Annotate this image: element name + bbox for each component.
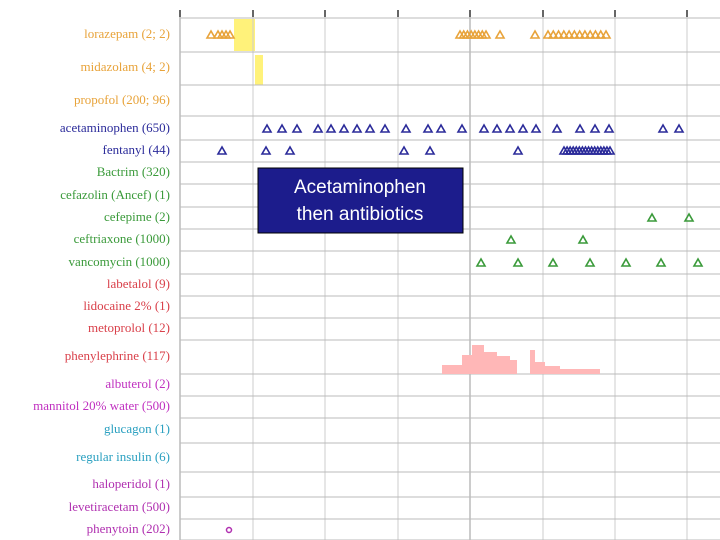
dose-marker	[655, 257, 667, 267]
dose-marker	[584, 257, 596, 267]
rows: lorazepam (2; 2) midazolam (4; 2) propofol…	[33, 26, 170, 536]
dose-marker	[692, 257, 704, 267]
dose-marker	[480, 29, 492, 39]
dose-marker	[491, 123, 503, 133]
dose-marker	[558, 29, 570, 39]
dose-marker	[435, 123, 447, 133]
callout-line: Acetaminophen	[294, 177, 426, 198]
dose-marker	[553, 29, 564, 39]
dose-marker	[574, 29, 586, 39]
dose-marker	[216, 145, 228, 155]
dose-marker	[563, 29, 575, 39]
dose-marker	[312, 123, 324, 133]
dose-marker	[590, 29, 601, 39]
dose-marker	[579, 29, 591, 39]
dose-marker	[517, 123, 529, 133]
dose-marker	[260, 145, 272, 155]
phenylephrine-area	[530, 350, 600, 374]
row-label: fentanyl (44)	[102, 142, 170, 157]
dose-marker	[589, 123, 601, 133]
dose-marker	[379, 123, 391, 133]
row-label: midazolam (4; 2)	[80, 59, 170, 74]
dose-marker	[603, 123, 615, 133]
row-label: cefepime (2)	[104, 209, 170, 224]
dose-marker	[224, 29, 236, 39]
highlight	[234, 19, 255, 51]
dose-marker	[512, 145, 524, 155]
dose-marker	[584, 29, 596, 39]
callout: Acetaminophen then antibiotics	[257, 167, 464, 234]
dose-marker	[504, 123, 516, 133]
dose-marker	[577, 234, 589, 244]
row-label: metoprolol (12)	[88, 320, 170, 335]
dose-marker	[424, 145, 436, 155]
dose-marker	[547, 29, 559, 39]
dose-marker	[646, 212, 658, 222]
row-label: propofol (200; 96)	[74, 92, 170, 107]
dose-marker	[205, 29, 217, 39]
row-label: phenylephrine (117)	[65, 348, 170, 363]
dose-marker	[478, 123, 490, 133]
dose-marker	[325, 123, 337, 133]
dose-marker	[351, 123, 363, 133]
row-label: glucagon (1)	[104, 421, 170, 436]
row-label: ceftriaxone (1000)	[74, 231, 170, 246]
dose-marker	[595, 29, 607, 39]
dose-marker	[284, 145, 296, 155]
phenylephrine-area	[442, 345, 517, 374]
dose-marker	[338, 123, 350, 133]
row-label: lorazepam (2; 2)	[84, 26, 170, 41]
dose-marker	[673, 123, 685, 133]
callout-line: then antibiotics	[297, 204, 424, 225]
row-label: lidocaine 2% (1)	[83, 298, 170, 313]
dose-marker	[475, 257, 487, 267]
dose-marker	[657, 123, 669, 133]
dose-marker	[551, 123, 563, 133]
dose-marker	[683, 212, 695, 222]
dose-marker	[494, 29, 506, 39]
row-label: phenytoin (202)	[87, 521, 170, 536]
row-label: levetiracetam (500)	[69, 499, 170, 514]
dose-marker	[225, 526, 233, 534]
row-label: labetalol (9)	[107, 276, 170, 291]
dose-marker	[398, 145, 410, 155]
row-label: acetaminophen (650)	[60, 120, 170, 135]
dose-marker	[530, 123, 542, 133]
dose-marker	[620, 257, 632, 267]
dose-marker	[568, 29, 580, 39]
dose-marker	[547, 257, 559, 267]
dose-marker	[261, 123, 273, 133]
dose-marker	[542, 29, 554, 39]
highlight	[255, 55, 263, 85]
dose-marker	[400, 123, 412, 133]
dose-marker	[422, 123, 434, 133]
dose-marker	[574, 123, 586, 133]
marks	[205, 29, 704, 534]
row-label: mannitol 20% water (500)	[33, 398, 170, 413]
dose-marker	[604, 145, 616, 155]
row-label: regular insulin (6)	[76, 449, 170, 464]
row-label: haloperidol (1)	[92, 476, 170, 491]
row-label: Bactrim (320)	[97, 164, 170, 179]
row-label: vancomycin (1000)	[69, 254, 170, 269]
grid	[179, 10, 720, 540]
row-label: cefazolin (Ancef) (1)	[60, 187, 170, 202]
dose-marker	[529, 29, 541, 39]
dose-marker	[456, 123, 468, 133]
callout-box	[257, 167, 464, 234]
dose-marker	[512, 257, 524, 267]
dose-marker	[364, 123, 376, 133]
dose-marker	[291, 123, 303, 133]
dose-marker	[600, 29, 612, 39]
dose-marker	[505, 234, 517, 244]
dose-marker	[276, 123, 288, 133]
row-label: albuterol (2)	[105, 376, 170, 391]
